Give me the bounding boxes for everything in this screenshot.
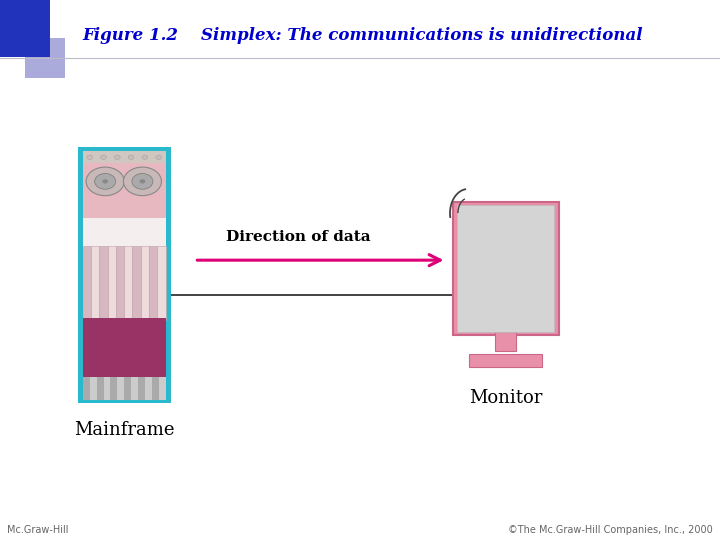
Circle shape — [132, 173, 153, 189]
Bar — [90, 377, 96, 400]
Bar — [83, 151, 166, 163]
Bar — [138, 377, 145, 400]
Bar — [141, 246, 149, 320]
Circle shape — [87, 155, 93, 159]
Bar — [110, 377, 117, 400]
Bar — [83, 151, 166, 218]
Circle shape — [128, 155, 134, 159]
Bar — [158, 377, 166, 400]
Bar — [25, 38, 65, 78]
Bar — [83, 246, 91, 320]
Text: Direction of data: Direction of data — [227, 230, 371, 244]
Bar — [124, 246, 132, 320]
Bar — [145, 377, 152, 400]
Circle shape — [86, 167, 125, 195]
Circle shape — [142, 155, 148, 159]
Circle shape — [114, 155, 120, 159]
Bar — [453, 202, 559, 335]
Bar — [116, 246, 125, 320]
Bar — [108, 246, 116, 320]
Bar — [149, 246, 158, 320]
Bar — [117, 377, 125, 400]
Text: Mc.Graw-Hill: Mc.Graw-Hill — [7, 524, 68, 535]
Bar — [457, 205, 554, 332]
Text: ©The Mc.Graw-Hill Companies, Inc., 2000: ©The Mc.Graw-Hill Companies, Inc., 2000 — [508, 524, 713, 535]
Bar — [157, 246, 166, 320]
Bar — [91, 246, 99, 320]
Bar — [78, 147, 171, 403]
Text: Mainframe: Mainframe — [74, 421, 174, 439]
Text: Figure 1.2    Simplex: The communications is unidirectional: Figure 1.2 Simplex: The communications i… — [83, 26, 644, 44]
Text: Monitor: Monitor — [469, 389, 542, 407]
Bar — [495, 332, 516, 351]
Circle shape — [95, 173, 116, 189]
Bar — [104, 377, 110, 400]
Circle shape — [123, 167, 161, 195]
Circle shape — [140, 179, 145, 184]
Bar — [132, 246, 141, 320]
Bar — [83, 377, 166, 400]
Bar — [96, 377, 104, 400]
Bar — [152, 377, 158, 400]
Bar — [125, 377, 131, 400]
Circle shape — [102, 179, 108, 184]
Circle shape — [101, 155, 107, 159]
Circle shape — [156, 155, 161, 159]
Bar — [131, 377, 138, 400]
Bar — [83, 377, 90, 400]
Bar — [0, 0, 50, 57]
Bar — [83, 151, 166, 400]
Bar — [469, 354, 542, 367]
Bar — [99, 246, 108, 320]
Bar — [83, 318, 166, 377]
